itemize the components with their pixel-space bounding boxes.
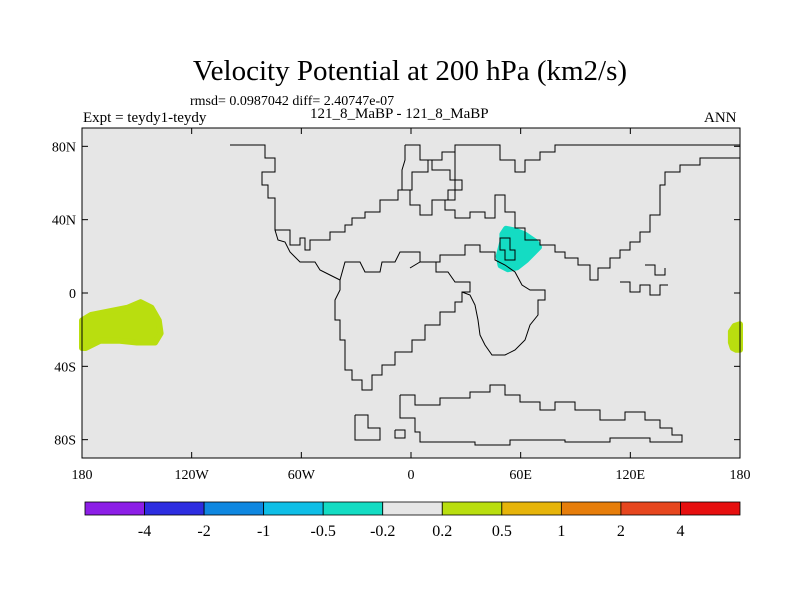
shaded-regions bbox=[79, 225, 743, 353]
y-tick-label: 40N bbox=[52, 214, 76, 229]
colorbar-label: 2 bbox=[617, 523, 625, 540]
y-tick-label: 0 bbox=[69, 287, 76, 302]
axis-ticks: 180 120W 60W 0 60E 120E 180 80N 40N 0 40S 80S bbox=[52, 128, 751, 483]
x-tick-label: 0 bbox=[408, 468, 415, 483]
coastline-central-america bbox=[274, 229, 341, 281]
colorbar-swatch bbox=[203, 501, 265, 516]
coastline-caspian bbox=[499, 237, 516, 261]
colorbar-label: -2 bbox=[197, 523, 210, 540]
x-tick-label: 60W bbox=[288, 468, 316, 483]
x-tick-label: 120W bbox=[175, 468, 210, 483]
colorbar-swatch bbox=[560, 501, 622, 516]
coastline-south-america bbox=[334, 251, 471, 391]
negative-region-middle-east bbox=[495, 225, 542, 273]
coastline-eurasia bbox=[470, 144, 740, 173]
colorbar-swatch bbox=[84, 501, 145, 516]
coastline-islands bbox=[394, 429, 406, 439]
coastline-africa bbox=[409, 244, 546, 356]
colorbar-swatch bbox=[322, 501, 384, 516]
colorbar-label: -0.2 bbox=[370, 523, 395, 540]
x-tick-label: 180 bbox=[72, 468, 93, 483]
coastline-southeast-asia bbox=[620, 281, 668, 296]
chart-title: Velocity Potential at 200 hPa (km2/s) bbox=[192, 55, 628, 87]
colorbar-label: -1 bbox=[257, 523, 270, 540]
coastlines bbox=[230, 144, 740, 446]
coastline-antarctica bbox=[399, 384, 683, 446]
experiment-label: Expt = teydy1-teydy bbox=[83, 110, 207, 126]
colorbar-swatch bbox=[441, 501, 503, 516]
colorbar-swatch bbox=[144, 501, 205, 516]
colorbar-swatch bbox=[501, 501, 562, 516]
colorbar-label: -0.5 bbox=[311, 523, 336, 540]
colorbar-swatch bbox=[680, 501, 741, 516]
colorbar-label: 4 bbox=[676, 523, 684, 540]
coastline-north-america bbox=[230, 144, 470, 251]
colorbar-swatch bbox=[620, 501, 681, 516]
x-tick-label: 180 bbox=[730, 468, 751, 483]
colorbar-label: 0.2 bbox=[432, 523, 452, 540]
x-tick-label: 120E bbox=[616, 468, 646, 483]
x-tick-label: 60E bbox=[509, 468, 532, 483]
colorbar-swatch bbox=[263, 501, 324, 516]
colorbar-label: -4 bbox=[138, 523, 151, 540]
coastline-japan bbox=[645, 264, 666, 276]
plot-background bbox=[82, 128, 740, 458]
coastline-europe bbox=[444, 152, 740, 281]
stats-subtitle: rmsd= 0.0987042 diff= 2.40747e-07 bbox=[190, 94, 395, 109]
season-label: ANN bbox=[704, 110, 737, 126]
case-label: 121_8_MaBP - 121_8_MaBP bbox=[310, 106, 489, 122]
colorbar: -4 -2 -1 -0.5 -0.2 0.2 0.5 1 2 4 bbox=[84, 501, 741, 540]
y-tick-label: 80N bbox=[52, 140, 76, 155]
colorbar-swatch bbox=[382, 501, 443, 516]
coastline-sub-antarctic bbox=[354, 414, 381, 441]
positive-region-east-edge bbox=[727, 321, 743, 353]
colorbar-label: 0.5 bbox=[492, 523, 512, 540]
y-tick-label: 40S bbox=[54, 360, 76, 375]
y-tick-label: 80S bbox=[54, 434, 76, 449]
colorbar-label: 1 bbox=[557, 523, 565, 540]
positive-region-west-pacific bbox=[79, 299, 164, 351]
